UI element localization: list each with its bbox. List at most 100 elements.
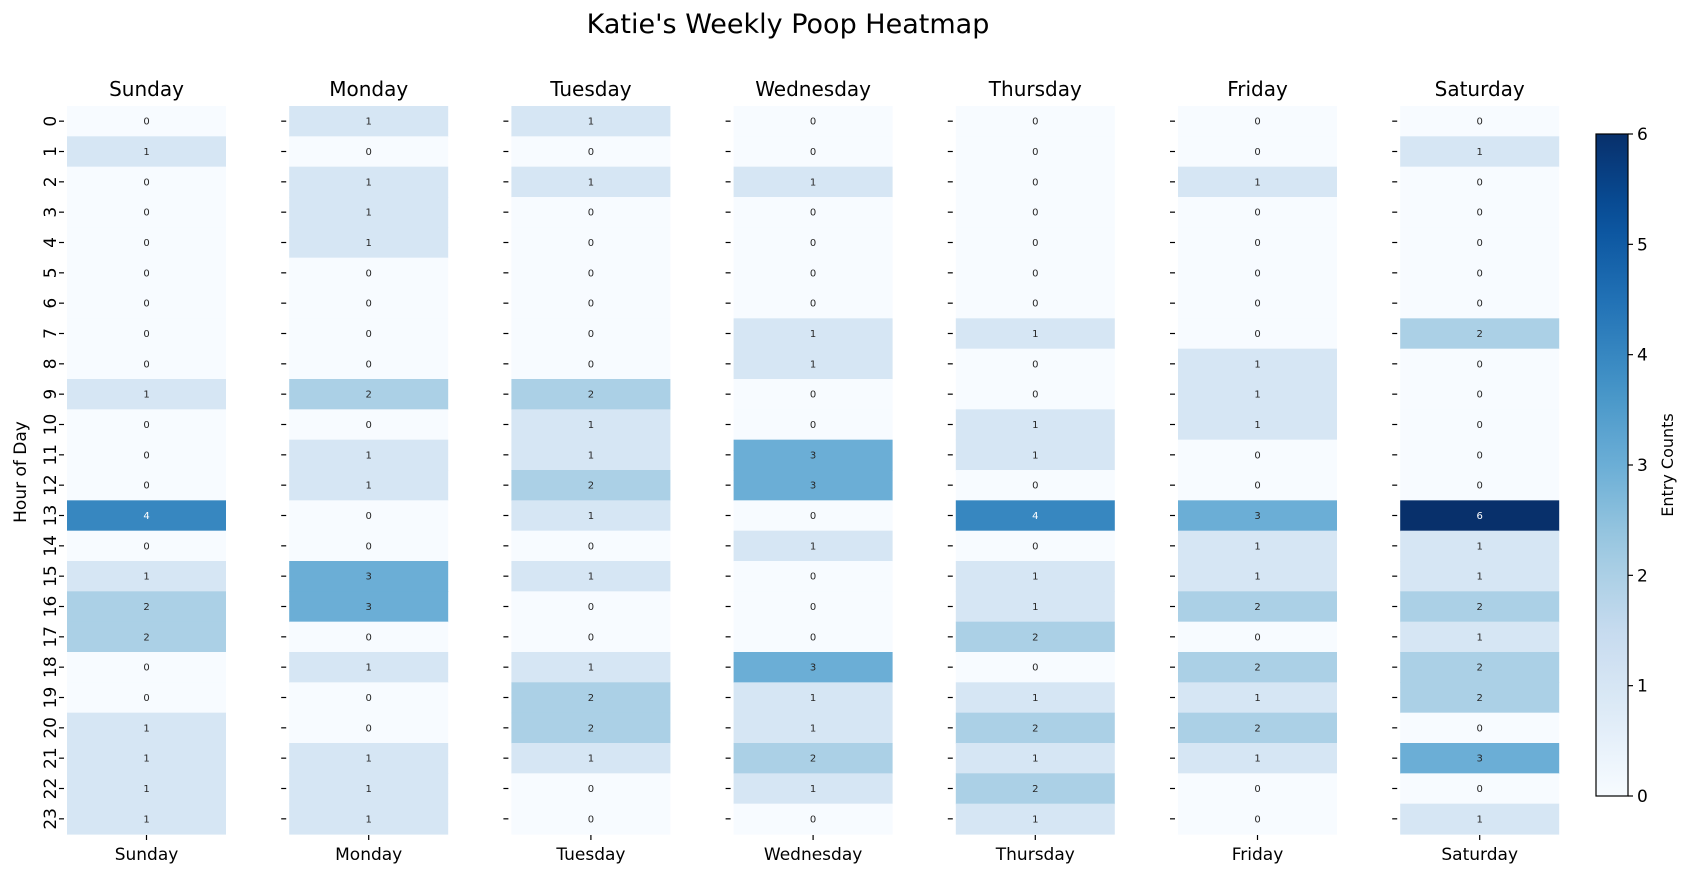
cell-value-label: 0	[1032, 208, 1038, 219]
cell-value-label: 1	[588, 663, 594, 674]
heatmap-cell	[733, 530, 893, 562]
cell-value-label: 1	[143, 147, 149, 158]
heatmap-cell	[955, 682, 1115, 714]
colorbar-tick-label: 2	[1637, 566, 1648, 586]
heatmap-cell	[733, 712, 893, 744]
cell-value-label: 0	[1477, 784, 1483, 795]
heatmap-cell	[1178, 227, 1337, 259]
heatmap-cell	[955, 591, 1115, 623]
cell-value-label: 6	[1477, 511, 1483, 522]
cell-value-label: 1	[1032, 572, 1038, 583]
cell-value-label: 0	[143, 359, 149, 370]
heatmap-cell	[67, 652, 226, 683]
heatmap-cell	[733, 439, 893, 471]
day-panel-wednesday: Wednesday 0 0 1 0 0 0 0 1 1 0 0 3 3 0 1 0 0 0 3 1 1 2 1 0 Wednesd…	[725, 77, 893, 865]
heatmap-cell	[733, 166, 893, 198]
heatmap-cell	[955, 743, 1115, 774]
cell-value-label: 1	[1254, 541, 1260, 552]
colorbar: 0 1 2 3 4 5 6	[1595, 125, 1648, 807]
cell-value-label: 0	[366, 268, 372, 279]
cell-value-label: 0	[588, 602, 594, 613]
cell-value-label: 0	[810, 147, 816, 158]
heatmap-cell	[733, 197, 893, 228]
cell-value-label: 1	[1254, 693, 1260, 704]
heatmap-cell	[1400, 652, 1560, 683]
panel-title: Wednesday	[755, 77, 871, 101]
heatmap-cell	[955, 470, 1115, 501]
cell-value-label: 0	[810, 572, 816, 583]
heatmap-cell	[955, 773, 1115, 805]
cell-value-label: 0	[1477, 481, 1483, 492]
cell-value-label: 2	[143, 632, 149, 643]
cell-value-label: 1	[1032, 420, 1038, 431]
heatmap-cell	[1400, 682, 1560, 714]
cell-value-label: 1	[1254, 572, 1260, 583]
cell-value-label: 1	[366, 117, 372, 128]
heatmap-cell	[1400, 561, 1560, 592]
cell-value-label: 2	[1477, 663, 1483, 674]
y-tick-label: 21	[41, 747, 61, 769]
heatmap-cell	[289, 136, 449, 168]
cell-value-label: 0	[810, 632, 816, 643]
heatmap-cell	[1400, 288, 1560, 319]
cell-value-label: 0	[810, 238, 816, 249]
heatmap-cell	[289, 257, 449, 289]
cell-value-label: 0	[588, 238, 594, 249]
y-tick-label: 0	[41, 116, 61, 127]
heatmap-cell	[733, 652, 893, 683]
day-panel-saturday: Saturday 0 1 0 0 0 0 0 2 0 0 0 0 0 6 1 1 2 1 2 2 0 3 0 1 Saturday	[1392, 77, 1560, 865]
heatmap-cell	[289, 530, 449, 562]
y-tick-label: 7	[41, 328, 61, 339]
heatmap-cell	[511, 318, 671, 350]
cell-value-label: 2	[1477, 602, 1483, 613]
heatmap-cell	[67, 166, 226, 198]
heatmap-cell	[733, 773, 893, 805]
heatmap-cell	[67, 682, 226, 714]
cell-value-label: 1	[1254, 754, 1260, 765]
heatmap-cell	[511, 561, 671, 592]
cell-value-label: 1	[143, 390, 149, 401]
heatmap-cell	[1400, 773, 1560, 805]
heatmap-cell	[511, 106, 671, 137]
heatmap-cell	[289, 439, 449, 471]
cell-value-label: 1	[366, 481, 372, 492]
heatmap-cell	[1178, 470, 1337, 501]
cell-value-label: 1	[143, 814, 149, 825]
heatmap-cell	[289, 743, 449, 774]
heatmap-cell	[289, 197, 449, 228]
heatmap-cell	[733, 227, 893, 259]
chart-title: Katie's Weekly Poop Heatmap	[587, 9, 990, 40]
heatmap-cell	[511, 288, 671, 319]
x-tick-label: Tuesday	[555, 845, 625, 865]
cell-value-label: 1	[366, 814, 372, 825]
heatmap-cell	[955, 409, 1115, 441]
heatmap-cell	[1178, 743, 1337, 774]
cell-value-label: 0	[143, 117, 149, 128]
colorbar-tick-label: 0	[1637, 787, 1648, 807]
heatmap-cell	[289, 166, 449, 198]
heatmap-cell	[511, 500, 671, 532]
heatmap-cell	[289, 288, 449, 319]
heatmap-cell	[733, 318, 893, 350]
cell-value-label: 3	[366, 602, 372, 613]
cell-value-label: 1	[366, 238, 372, 249]
cell-value-label: 2	[588, 390, 594, 401]
heatmap-cell	[1400, 439, 1560, 471]
day-panel-monday: Monday 1 0 1 1 1 0 0 0 0 2 0 1 1 0 0 3 3 0 1 0 0 1 1 1 Monday	[281, 77, 449, 865]
heatmap-cell	[955, 106, 1115, 137]
cell-value-label: 0	[1032, 390, 1038, 401]
cell-value-label: 1	[143, 784, 149, 795]
cell-value-label: 0	[1254, 268, 1260, 279]
heatmap-cell	[289, 470, 449, 501]
day-panels: Sunday0100000001000401220011110123456789…	[41, 77, 1560, 865]
heatmap-cell	[1400, 166, 1560, 198]
cell-value-label: 0	[143, 177, 149, 188]
y-tick-label: 10	[41, 414, 61, 436]
cell-value-label: 1	[1477, 632, 1483, 643]
cell-value-label: 0	[810, 602, 816, 613]
cell-value-label: 2	[810, 754, 816, 765]
heatmap-cell	[511, 166, 671, 198]
heatmap-cell	[1178, 500, 1337, 532]
x-tick-label: Wednesday	[764, 845, 862, 865]
cell-value-label: 0	[143, 541, 149, 552]
